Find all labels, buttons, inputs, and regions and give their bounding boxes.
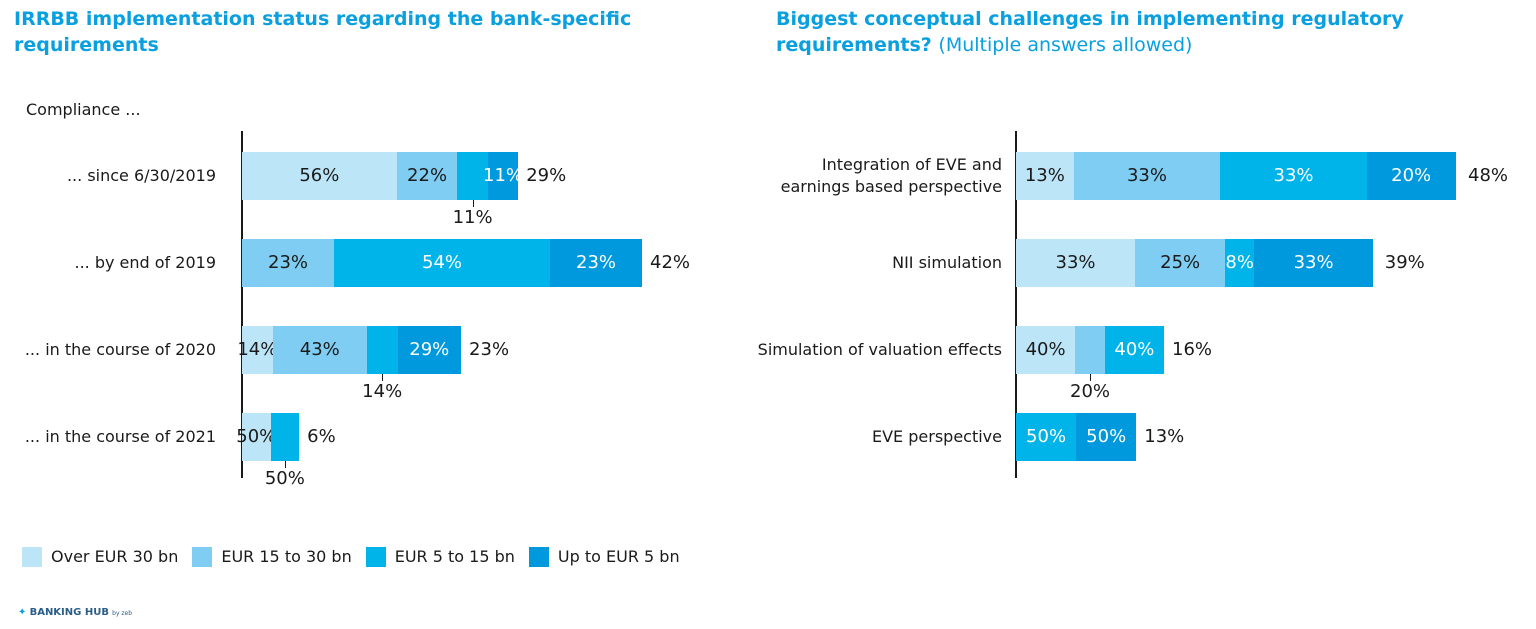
segment-label: 33% [1293,252,1334,273]
bar-segment [1016,413,1077,461]
logo-icon: ✦ [18,607,27,618]
segment-label: 50% [1086,426,1127,447]
axis-line [241,131,243,478]
segment-label: 22% [407,165,448,186]
bar-segment [366,326,398,374]
total-label: 13% [1144,426,1185,447]
total-label: 23% [469,339,510,360]
total-label: 42% [650,252,691,273]
legend: Over EUR 30 bn EUR 15 to 30 bn EUR 5 to 15… [22,546,694,568]
bar-segment [1135,239,1226,287]
axis-line [1015,131,1017,478]
segment-label: 40% [1114,339,1155,360]
subtitle: (Multiple answers allowed) [938,34,1193,56]
category-label: Integration of EVE and earnings based pe… [780,155,1002,196]
brand-by: by zeb [112,610,133,617]
legend-item: EUR 5 to 15 bn [365,546,515,568]
category-label: NII simulation [892,253,1002,272]
category-label: Simulation of valuation effects [757,340,1002,359]
bar-segment [270,413,300,461]
legend-label: EUR 15 to 30 bn [221,547,352,566]
bar-segment [487,152,519,200]
bar-segment [1225,239,1255,287]
bar-segment [1016,152,1074,200]
segment-label: 11% [482,165,524,186]
segment-label: 54% [421,252,463,273]
segment-label: 50% [236,426,277,447]
bar-segment [334,239,550,287]
bar-segment [242,326,273,374]
category-label: ... since 6/30/2019 [66,166,216,185]
segment-label: 23% [267,252,309,273]
segment-label: 50% [1026,426,1067,447]
bar-segment [1075,326,1105,374]
bar-segment [1254,239,1374,287]
segment-label: 20% [1391,165,1432,186]
bar-segment [242,152,397,200]
segment-label: 20% [1069,381,1111,402]
segment-label: 8% [1225,252,1254,273]
bar-segment [242,239,334,287]
leader-line [1090,374,1091,381]
bar-segment [1220,152,1367,200]
segment-label: 29% [409,339,450,360]
segment-label: 14% [237,339,278,360]
segment-label: 33% [1126,165,1167,186]
legend-item: Up to EUR 5 bn [528,546,680,568]
footer-logo: ✦ BANKING HUB by zeb [18,606,132,621]
bar-segment [272,326,367,374]
title-text: Biggest conceptual challenges in impleme… [776,8,1404,56]
legend-swatch [22,547,42,567]
segment-label: 13% [1024,165,1065,186]
segment-label: 40% [1025,339,1066,360]
segment-label: 14% [362,381,403,402]
segment-label: 23% [575,252,617,273]
brand: BANKING HUB [29,607,109,618]
segment-label: 50% [264,468,305,489]
segment-label: 56% [299,165,340,186]
bar-segment [1016,326,1076,374]
title-text: IRRBB implementation status regarding th… [14,8,632,56]
leader-line [472,200,474,207]
legend-label: Up to EUR 5 bn [557,547,680,566]
legend-item: Over EUR 30 bn [22,546,178,568]
legend-label: Over EUR 30 bn [51,547,179,566]
legend-swatch [528,547,549,567]
category-label: ... in the course of 2021 [24,427,216,446]
category-label: EVE perspective [872,427,1002,446]
bar-segment [397,326,462,374]
segment-label: 33% [1055,252,1096,273]
legend-label: EUR 5 to 15 bn [394,547,515,566]
axis-label: Compliance ... [26,100,141,119]
bar-segment [1073,152,1221,200]
segment-label: 11% [452,207,493,228]
leader-line [284,461,286,468]
chart-title: Biggest conceptual challenges in impleme… [776,6,1436,58]
bar-segment [396,152,458,200]
bar-segment [1016,239,1136,287]
category-label: ... in the course of 2020 [24,340,216,359]
legend-item: EUR 15 to 30 bn [192,546,352,568]
segment-label: 25% [1160,252,1201,273]
category-label: ... by end of 2019 [74,253,216,272]
total-label: 39% [1384,252,1425,273]
bar-segment [457,152,488,200]
segment-label: 33% [1273,165,1314,186]
chart-title: IRRBB implementation status regarding th… [14,6,664,58]
segment-label: 43% [299,339,340,360]
total-label: 29% [526,165,567,186]
bar-segment [1104,326,1164,374]
bar-segment [242,413,271,461]
bar-segment [1366,152,1456,200]
total-label: 16% [1172,339,1213,360]
bar-segment [1076,413,1137,461]
legend-swatch [365,547,386,567]
total-label: 48% [1468,165,1509,186]
bar-segment [550,239,642,287]
total-label: 6% [307,426,336,447]
leader-line [382,374,384,381]
legend-swatch [192,547,213,567]
